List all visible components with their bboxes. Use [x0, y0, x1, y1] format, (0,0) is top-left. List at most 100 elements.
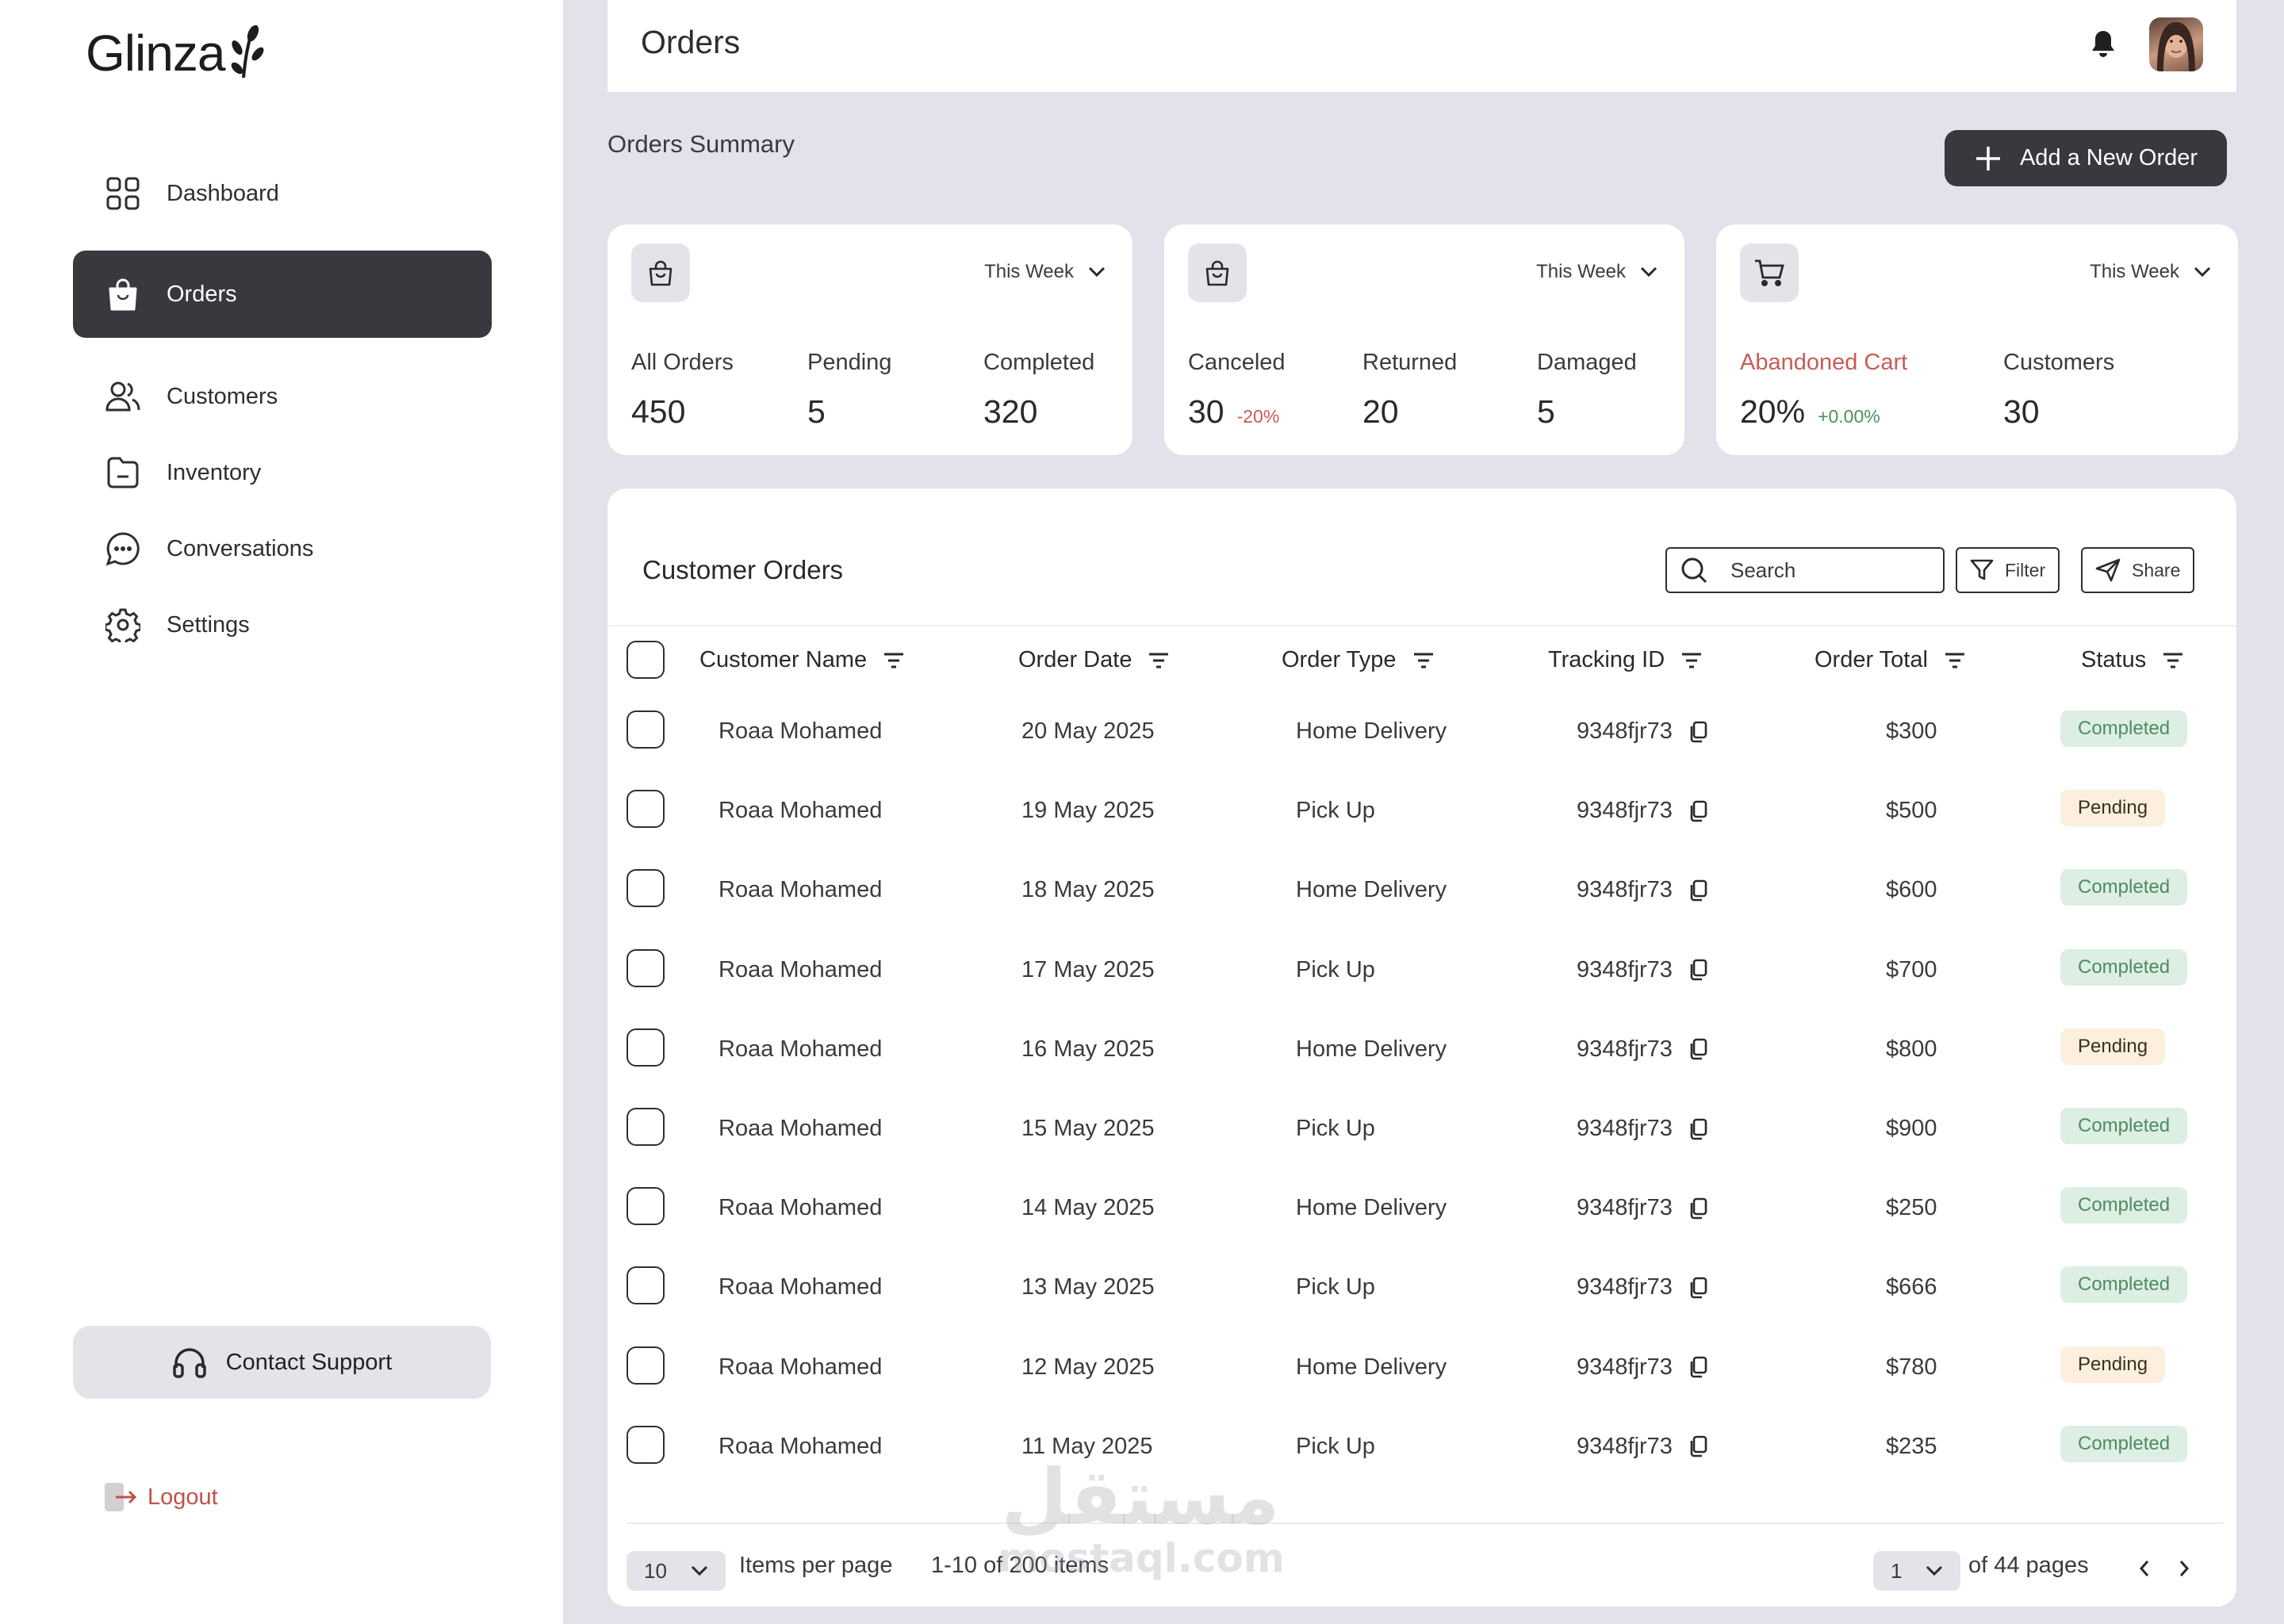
row-checkbox[interactable]: [627, 790, 665, 829]
sidebar-item-settings[interactable]: Settings: [73, 581, 492, 668]
search-input[interactable]: Search: [1665, 547, 1945, 593]
order-total: $900: [1886, 1116, 1937, 1141]
sidebar-item-customers[interactable]: Customers: [73, 353, 492, 440]
order-date: 19 May 2025: [1021, 798, 1155, 824]
bell-icon[interactable]: [2090, 29, 2116, 63]
column-label: Customer Name: [699, 647, 868, 672]
bag-icon: [1188, 243, 1247, 302]
column-header-tracking-id[interactable]: Tracking ID: [1548, 647, 1703, 673]
sort-icon: [883, 652, 905, 669]
header-divider: [607, 625, 2236, 626]
sidebar-item-conversations[interactable]: Conversations: [73, 505, 492, 592]
table-row[interactable]: Roaa Mohamed 14 May 2025 Home Delivery 9348…: [607, 1166, 2236, 1246]
period-label: This Week: [984, 261, 1074, 282]
customer-name: Roaa Mohamed: [719, 1354, 883, 1380]
copy-icon[interactable]: [1688, 1356, 1707, 1378]
column-header-order-date[interactable]: Order Date: [1018, 647, 1170, 673]
tracking-id-value: 9348fjr73: [1577, 1354, 1673, 1380]
order-type: Home Delivery: [1296, 1354, 1447, 1380]
pages-label: of 44 pages: [1968, 1553, 2089, 1578]
row-checkbox[interactable]: [627, 1028, 665, 1067]
copy-icon[interactable]: [1688, 1435, 1707, 1457]
sidebar-item-orders[interactable]: Orders: [73, 251, 492, 338]
row-checkbox[interactable]: [627, 1346, 665, 1385]
tracking-id: 9348fjr73: [1577, 957, 1707, 983]
copy-icon[interactable]: [1688, 1197, 1707, 1220]
sidebar-item-inventory[interactable]: Inventory: [73, 429, 492, 516]
bag-icon: [631, 243, 690, 302]
period-label: This Week: [2090, 261, 2179, 282]
order-type: Pick Up: [1296, 1433, 1375, 1459]
add-order-button[interactable]: Add a New Order: [1945, 130, 2227, 186]
copy-icon[interactable]: [1688, 1038, 1707, 1060]
table-row[interactable]: Roaa Mohamed 16 May 2025 Home Delivery 9348…: [607, 1008, 2236, 1087]
logout-button[interactable]: Logout: [103, 1481, 218, 1513]
column-header-order-type[interactable]: Order Type: [1282, 647, 1435, 673]
select-all-checkbox[interactable]: [627, 641, 665, 679]
period-dropdown[interactable]: This Week: [1536, 261, 1657, 283]
table-row[interactable]: Roaa Mohamed 15 May 2025 Pick Up 9348fjr73 $…: [607, 1087, 2236, 1166]
row-checkbox[interactable]: [627, 1108, 665, 1146]
sidebar-item-label: Dashboard: [167, 180, 279, 206]
period-dropdown[interactable]: This Week: [984, 261, 1106, 283]
tracking-id: 9348fjr73: [1577, 877, 1707, 903]
order-total: $500: [1886, 798, 1937, 824]
table-row[interactable]: Roaa Mohamed 12 May 2025 Home Delivery 9348…: [607, 1326, 2236, 1405]
table-row[interactable]: Roaa Mohamed 19 May 2025 Pick Up 9348fjr73 $…: [607, 769, 2236, 848]
row-checkbox[interactable]: [627, 710, 665, 749]
order-date: 20 May 2025: [1021, 718, 1155, 744]
share-button[interactable]: Share: [2081, 547, 2195, 593]
stat-damaged: Damaged 5: [1537, 350, 1637, 431]
tracking-id: 9348fjr73: [1577, 1354, 1707, 1381]
table-row[interactable]: Roaa Mohamed 11 May 2025 Pick Up 9348fjr73 $…: [607, 1405, 2236, 1484]
avatar[interactable]: [2149, 17, 2203, 71]
stat-completed: Completed 320: [983, 350, 1094, 431]
next-page-button[interactable]: [2178, 1559, 2190, 1582]
copy-icon[interactable]: [1688, 879, 1707, 902]
page-select[interactable]: 1: [1873, 1551, 1961, 1591]
column-header-customer-name[interactable]: Customer Name: [699, 647, 905, 673]
chevron-down-icon: [2194, 266, 2211, 278]
grid-icon: [105, 175, 141, 212]
stat-customers: Customers 30: [2003, 350, 2114, 431]
row-checkbox[interactable]: [627, 1266, 665, 1305]
row-checkbox[interactable]: [627, 869, 665, 908]
row-checkbox[interactable]: [627, 1187, 665, 1226]
table-row[interactable]: Roaa Mohamed 13 May 2025 Pick Up 9348fjr73 $…: [607, 1246, 2236, 1325]
status-badge: Completed: [2060, 1108, 2188, 1144]
table-row[interactable]: Roaa Mohamed 18 May 2025 Home Delivery 9348…: [607, 848, 2236, 928]
brand-logo[interactable]: Glinza: [86, 22, 266, 82]
status-badge: Completed: [2060, 1266, 2188, 1304]
watermark-latin: mostaql.com: [998, 1535, 1285, 1581]
copy-icon[interactable]: [1688, 1277, 1707, 1299]
cart-icon: [1740, 243, 1799, 302]
items-per-page-select[interactable]: 10: [627, 1551, 726, 1591]
copy-icon[interactable]: [1688, 721, 1707, 743]
row-checkbox[interactable]: [627, 1425, 665, 1464]
share-label: Share: [2132, 559, 2181, 580]
tracking-id-value: 9348fjr73: [1577, 798, 1673, 824]
row-checkbox[interactable]: [627, 948, 665, 987]
status-badge: Pending: [2060, 790, 2166, 827]
column-header-order-total[interactable]: Order Total: [1815, 647, 1966, 673]
orders-summary-title: Orders Summary: [607, 130, 795, 158]
order-type: Pick Up: [1296, 798, 1375, 824]
table-row[interactable]: Roaa Mohamed 20 May 2025 Home Delivery 9348…: [607, 690, 2236, 769]
copy-icon[interactable]: [1688, 1118, 1707, 1140]
status-badge: Completed: [2060, 1187, 2188, 1224]
stat-value: 320: [983, 393, 1038, 430]
table-row[interactable]: Roaa Mohamed 17 May 2025 Pick Up 9348fjr73 $…: [607, 929, 2236, 1008]
copy-icon[interactable]: [1688, 959, 1707, 981]
contact-support-button[interactable]: Contact Support: [73, 1326, 491, 1399]
sidebar-item-dashboard[interactable]: Dashboard: [73, 150, 492, 237]
period-dropdown[interactable]: This Week: [2090, 261, 2211, 283]
chat-icon: [105, 530, 141, 567]
customer-name: Roaa Mohamed: [719, 956, 883, 982]
column-header-status[interactable]: Status: [2081, 647, 2184, 673]
order-total: $600: [1886, 877, 1937, 903]
column-label: Tracking ID: [1548, 647, 1665, 672]
search-icon: [1680, 556, 1708, 584]
copy-icon[interactable]: [1688, 800, 1707, 822]
filter-button[interactable]: Filter: [1956, 547, 2060, 593]
prev-page-button[interactable]: [2138, 1559, 2151, 1582]
